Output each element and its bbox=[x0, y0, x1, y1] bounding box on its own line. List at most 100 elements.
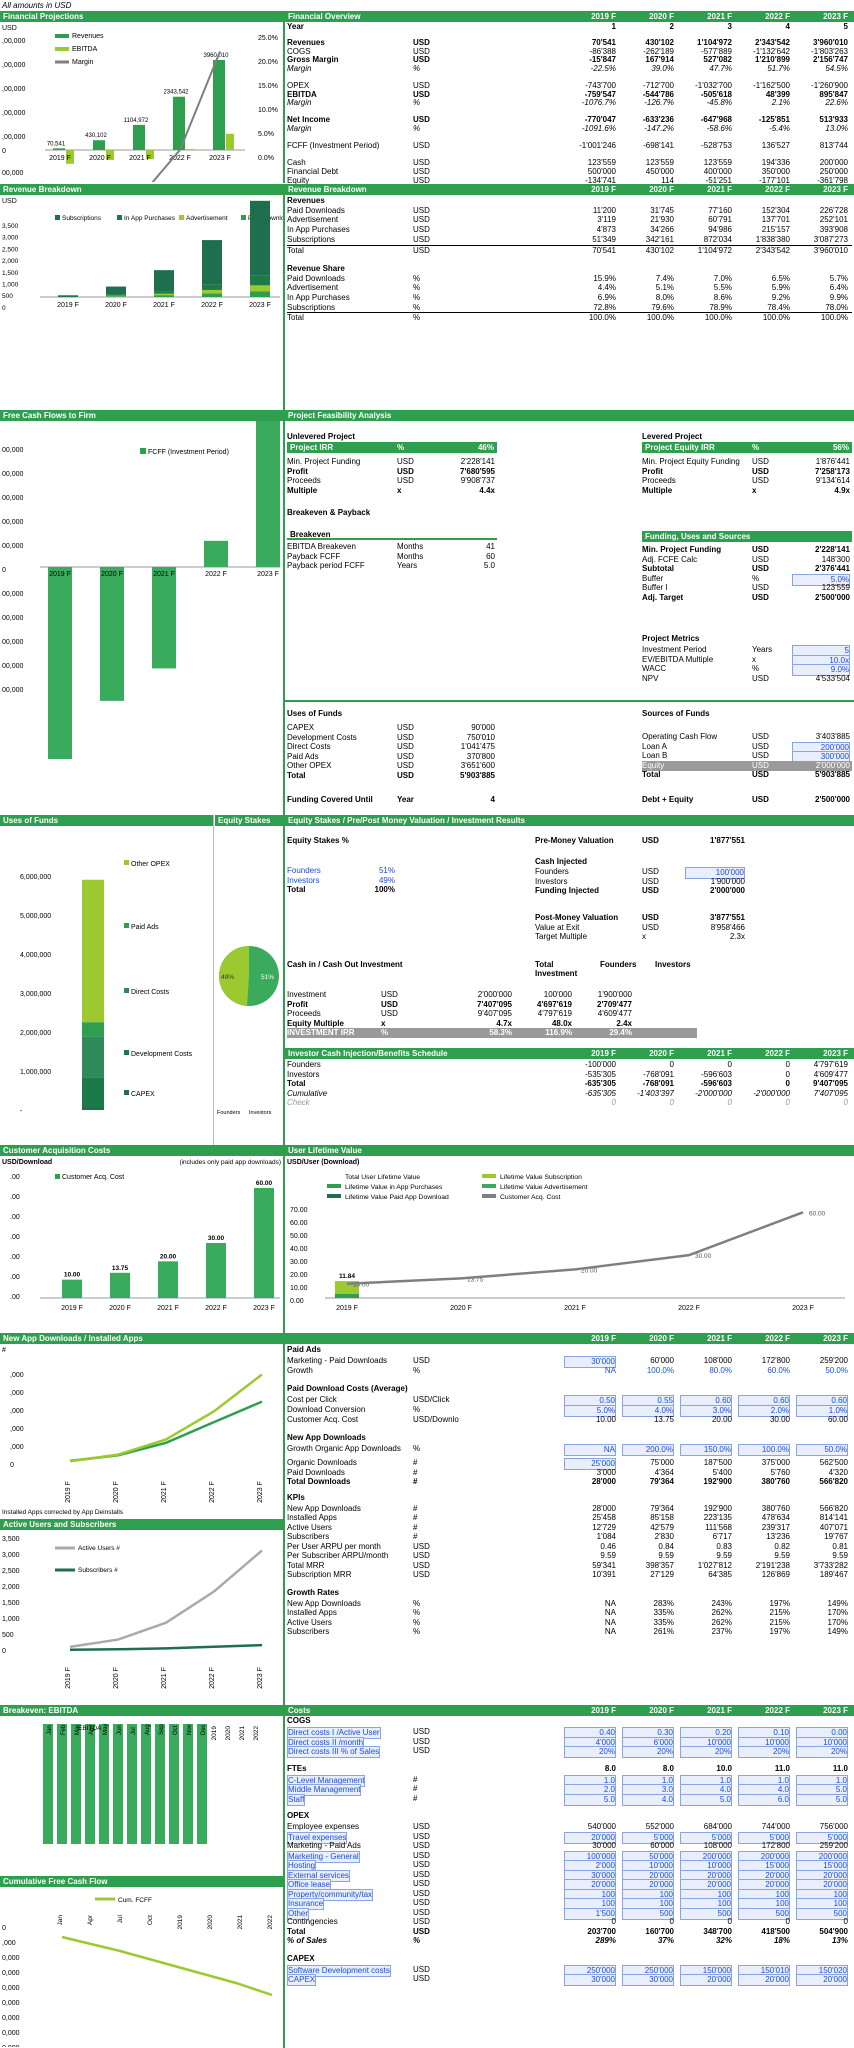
value-cell[interactable]: 1.0% bbox=[796, 1405, 848, 1417]
value-cell[interactable]: 5'000 bbox=[738, 1831, 790, 1844]
value-cell[interactable]: 50.0% bbox=[796, 1444, 848, 1456]
sources-header: Sources of Funds bbox=[642, 709, 710, 718]
row-label[interactable]: Travel expenses bbox=[287, 1831, 348, 1844]
value-cell[interactable]: 5.0 bbox=[680, 1793, 732, 1806]
legend-label: Development Costs bbox=[131, 1051, 193, 1058]
value-cell[interactable]: 4.0 bbox=[622, 1793, 674, 1806]
value-cell[interactable]: 20% bbox=[680, 1746, 732, 1758]
stacked-bar-segment bbox=[202, 293, 222, 297]
value-cell[interactable]: 200'000 bbox=[796, 1850, 848, 1863]
value-cell[interactable]: 5'000 bbox=[622, 1831, 674, 1844]
value-cell[interactable]: 500 bbox=[680, 1907, 732, 1920]
y-tick-label: 00,000 bbox=[2, 519, 24, 526]
row-label[interactable]: Property/community/tax bbox=[287, 1888, 374, 1901]
value-cell[interactable]: 5'000 bbox=[796, 1831, 848, 1844]
legend-label: Lifetime Value Subscription bbox=[500, 1174, 582, 1181]
value-cell[interactable]: 1'500 bbox=[564, 1907, 616, 1920]
row-unit: USD bbox=[397, 742, 414, 751]
value-cell: 20.00 bbox=[711, 1415, 732, 1424]
value-cell[interactable]: 500 bbox=[738, 1907, 790, 1920]
value-cell: 100.0% bbox=[820, 313, 848, 323]
value-cell[interactable]: 20% bbox=[622, 1746, 674, 1758]
year-num: 3 bbox=[727, 22, 732, 31]
row-value[interactable]: 100'000 bbox=[685, 867, 745, 879]
row-label[interactable]: Staff bbox=[287, 1793, 306, 1806]
value-cell[interactable]: 5.0 bbox=[564, 1793, 616, 1806]
value-cell[interactable]: 5.0 bbox=[796, 1784, 848, 1796]
row-unit: % bbox=[413, 1617, 421, 1627]
row-unit: USD bbox=[413, 1551, 430, 1560]
value-cell[interactable]: 500 bbox=[796, 1907, 848, 1920]
fin-overview-header-title: Financial Overview bbox=[288, 12, 361, 21]
value-cell[interactable]: 2.0 bbox=[564, 1784, 616, 1796]
value-cell: 6.9% bbox=[597, 293, 616, 302]
value-cell[interactable]: NA bbox=[564, 1444, 616, 1456]
value-cell[interactable]: 20% bbox=[564, 1746, 616, 1758]
value-cell: 1'210'899 bbox=[755, 55, 790, 65]
table-row: Total USD 5'903'885 bbox=[287, 771, 497, 781]
value-cell: 566'820 bbox=[819, 1477, 848, 1486]
table-row: Financial Debt USD 500'000 450'000 400'000 35… bbox=[287, 167, 852, 176]
value-cell[interactable]: 30'000 bbox=[622, 1974, 674, 1986]
value-cell: 25'458 bbox=[592, 1513, 616, 1522]
cac-line bbox=[346, 1211, 804, 1285]
value-cell: 0.81 bbox=[832, 1541, 848, 1551]
row-label[interactable]: Marketing - General bbox=[287, 1850, 360, 1863]
value-cell[interactable]: 30'000 bbox=[564, 1974, 616, 1986]
value-cell[interactable]: 25'000 bbox=[564, 1458, 616, 1470]
value-cell[interactable]: 20'000 bbox=[680, 1974, 732, 1986]
x-tick-label: 2019 F bbox=[61, 1305, 83, 1312]
value-cell[interactable]: 30'000 bbox=[564, 1356, 616, 1368]
value-cell: 895'847 bbox=[819, 89, 848, 99]
value-cell[interactable]: 20% bbox=[738, 1746, 790, 1758]
table-row: Active Users #12'729 42'579 111'568 239'317 4… bbox=[287, 1523, 852, 1533]
row-unit: USD bbox=[397, 761, 414, 770]
row-label[interactable]: Other bbox=[287, 1907, 310, 1920]
table-row: Subscribers% NA 261% 237% 197% 149% bbox=[287, 1627, 852, 1637]
value-cell[interactable]: 2.0% bbox=[738, 1405, 790, 1417]
value-cell[interactable]: 4.0% bbox=[622, 1405, 674, 1417]
legend-label: Margin bbox=[72, 59, 94, 66]
y-tick-label: 500 bbox=[2, 1632, 14, 1639]
value-cell[interactable]: 5.0 bbox=[796, 1793, 848, 1806]
value-cell: -147.2% bbox=[644, 124, 674, 133]
row-value: 750'010 bbox=[466, 732, 495, 742]
table-row: INVESTMENT IRR% 58.3% 116.9% 29.4% bbox=[287, 1028, 697, 1038]
value-cell[interactable]: 150.0% bbox=[680, 1444, 732, 1456]
row-label[interactable]: Software Development costs bbox=[287, 1964, 391, 1977]
value-cell[interactable]: 1.0 bbox=[738, 1774, 790, 1787]
value-cell[interactable]: 200.0% bbox=[622, 1444, 674, 1456]
x-tick-label: Feb bbox=[61, 1724, 67, 1735]
value-cell[interactable]: 5.0% bbox=[564, 1405, 616, 1417]
cum-fcff-line bbox=[61, 1935, 273, 1997]
value-cell[interactable]: 500 bbox=[622, 1907, 674, 1920]
row-unit: % bbox=[413, 313, 421, 323]
value-cell[interactable]: 3.0% bbox=[680, 1405, 732, 1417]
value-cell[interactable]: 20'000 bbox=[564, 1831, 616, 1844]
value-cell[interactable]: 100 bbox=[738, 1888, 790, 1901]
table-row: EV/EBITDA Multiple x 10.0x bbox=[642, 654, 852, 667]
cac-bar bbox=[62, 1279, 82, 1298]
value-cell[interactable]: 20% bbox=[796, 1746, 848, 1758]
value-cell[interactable]: 100.0% bbox=[738, 1444, 790, 1456]
value-cell: 70'541 bbox=[591, 38, 616, 47]
row-label[interactable]: Middle Management bbox=[287, 1784, 362, 1796]
legend-label: Subscriptions bbox=[62, 215, 102, 222]
row-unit: USD bbox=[413, 1822, 430, 1831]
value-cell: -1'403'397 bbox=[637, 1088, 674, 1098]
y-tick-label: 1,000 bbox=[2, 1616, 20, 1623]
value-cell: 215% bbox=[769, 1617, 790, 1627]
row-value: 9'908'737 bbox=[460, 476, 495, 485]
row-label[interactable]: Direct costs III % of Sales bbox=[287, 1746, 381, 1758]
table-row: Margin% -1091.6% -147.2% -58.6% -5.4% 13.0% bbox=[287, 124, 852, 133]
value-cell[interactable]: 5'000 bbox=[680, 1831, 732, 1844]
value-cell[interactable]: 6.0 bbox=[738, 1793, 790, 1806]
row-value[interactable]: 9.0% bbox=[792, 664, 850, 676]
value-cell[interactable]: 20'000 bbox=[738, 1974, 790, 1986]
cell: 9'407'095 bbox=[477, 1009, 512, 1018]
row-label[interactable]: CAPEX bbox=[287, 1974, 317, 1986]
row-value[interactable]: 5.0% bbox=[792, 573, 850, 586]
value-cell[interactable]: 20'000 bbox=[796, 1974, 848, 1986]
value-cell: 540'000 bbox=[587, 1822, 616, 1831]
row-unit: # bbox=[413, 1784, 418, 1793]
